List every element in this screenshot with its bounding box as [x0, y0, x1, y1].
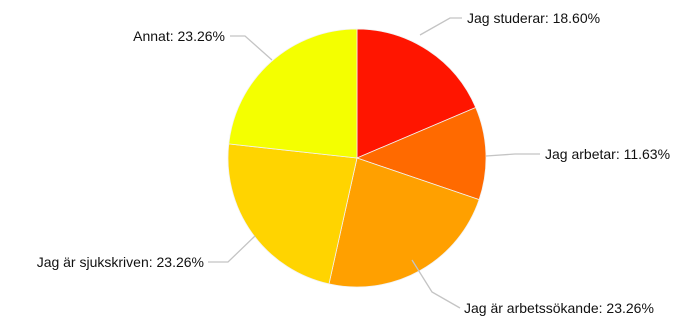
- slice-label-jag-ar-arbetssokande: Jag är arbetssökande: 23.26%: [464, 300, 654, 316]
- pie-slice-jag-arbetar: [355, 106, 487, 201]
- leader-lines: [208, 17, 540, 309]
- leader-line-jag-studerar: [419, 17, 462, 36]
- pie-slice-jag-ar-arbetssokande: [328, 157, 480, 288]
- leader-line-jag-ar-sjukskriven: [208, 235, 256, 263]
- leader-line-jag-ar-arbetssokande: [411, 259, 461, 309]
- slice-label-jag-ar-sjukskriven: Jag är sjukskriven: 23.26%: [37, 254, 204, 270]
- pie-slices: [227, 28, 487, 288]
- pie-slice-annat: [228, 28, 358, 159]
- slice-label-annat: Annat: 23.26%: [133, 28, 225, 44]
- pie-slice-jag-studerar: [356, 28, 477, 159]
- leader-line-annat: [230, 35, 273, 61]
- pie-slice-jag-ar-sjukskriven: [227, 143, 358, 285]
- slice-labels: Jag studerar: 18.60% Jag arbetar: 11.63%…: [37, 10, 670, 316]
- leader-line-jag-arbetar: [485, 153, 540, 157]
- slice-label-jag-studerar: Jag studerar: 18.60%: [467, 10, 600, 26]
- slice-label-jag-arbetar: Jag arbetar: 11.63%: [545, 146, 670, 162]
